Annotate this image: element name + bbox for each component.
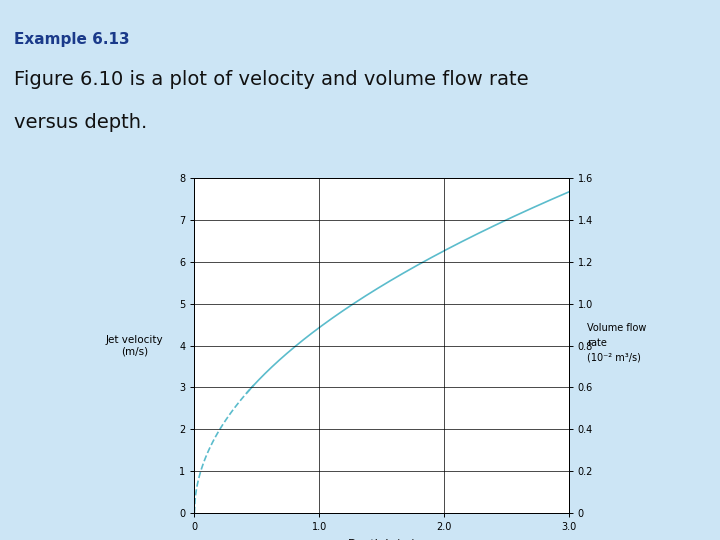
Y-axis label: Jet velocity
(m/s): Jet velocity (m/s) (106, 335, 163, 356)
Text: versus depth.: versus depth. (14, 113, 148, 132)
Text: Figure 6.10 is a plot of velocity and volume flow rate: Figure 6.10 is a plot of velocity and vo… (14, 70, 529, 89)
Text: Volume flow
rate
(10⁻² m³/s): Volume flow rate (10⁻² m³/s) (587, 323, 646, 363)
X-axis label: Depth h (m): Depth h (m) (348, 539, 415, 540)
Text: Example 6.13: Example 6.13 (14, 32, 130, 48)
